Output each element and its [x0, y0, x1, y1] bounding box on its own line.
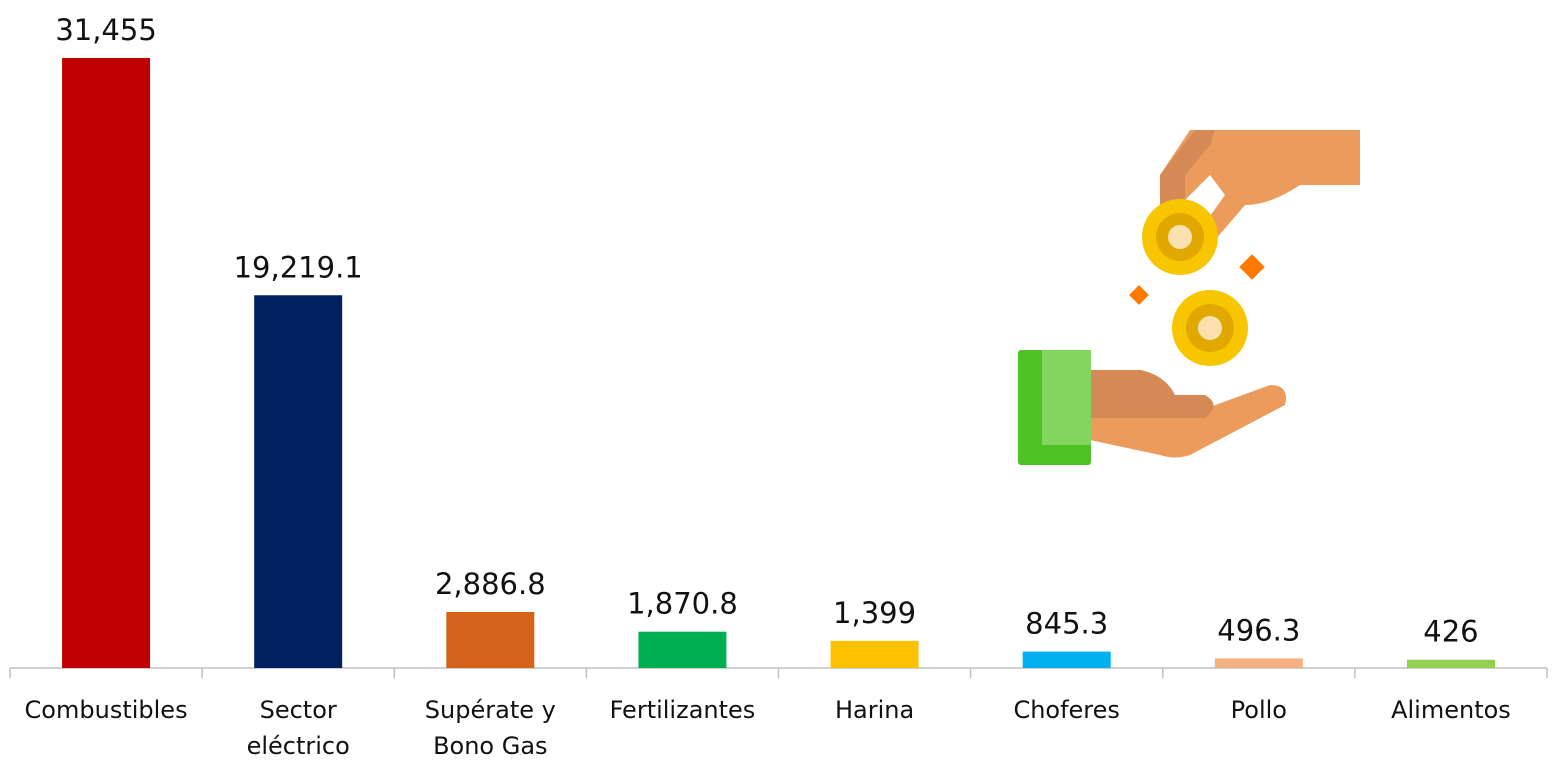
x-tick-label: Alimentos: [1355, 692, 1547, 728]
bar: [1215, 658, 1303, 668]
x-tick-label: Choferes: [971, 692, 1163, 728]
x-tick-label: Combustibles: [10, 692, 202, 728]
bar: [1407, 660, 1495, 668]
money-icon: [1018, 130, 1360, 465]
plot: 31,455 19,219.1 2,886.8 1,870.8 1,399 845.3 49…: [0, 0, 1557, 762]
bar: [831, 641, 919, 668]
bar: [1023, 652, 1111, 668]
x-tick-label: Pollo: [1163, 692, 1355, 728]
x-tick-label: Sector eléctrico: [202, 692, 394, 762]
value-label: 1,870.8: [627, 587, 738, 621]
value-label: 1,399: [833, 596, 916, 630]
bar: [62, 58, 150, 668]
bar: [446, 612, 534, 668]
x-tick-label: Harina: [779, 692, 971, 728]
value-label: 845.3: [1025, 607, 1108, 641]
bar: [638, 632, 726, 668]
value-label: 19,219.1: [234, 250, 363, 284]
value-label: 2,886.8: [435, 567, 546, 601]
chart: 31,455 19,219.1 2,886.8 1,870.8 1,399 845.3 49…: [0, 0, 1557, 762]
value-label: 426: [1423, 615, 1478, 649]
x-tick-label: Fertilizantes: [586, 692, 778, 728]
bar: [254, 295, 342, 668]
value-label: 496.3: [1217, 613, 1300, 647]
x-tick-label: Supérate y Bono Gas: [394, 692, 586, 762]
value-label: 31,455: [55, 13, 156, 47]
